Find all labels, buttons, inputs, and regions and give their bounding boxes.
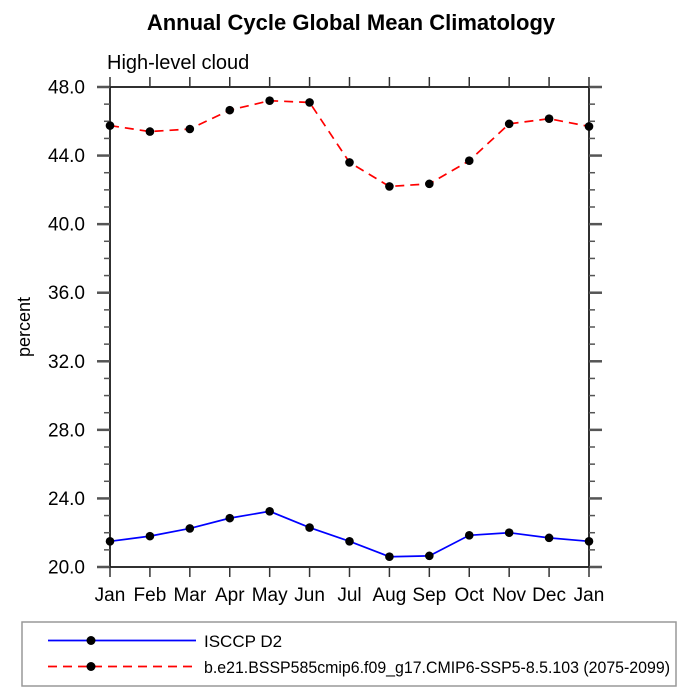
x-tick-label: Jul: [337, 585, 361, 606]
x-tick-label: Jan: [95, 585, 126, 606]
series-marker: [544, 114, 554, 124]
x-tick-label: Nov: [492, 585, 526, 606]
y-tick-label: 28.0: [48, 420, 85, 441]
x-tick-label: Jan: [574, 585, 605, 606]
y-tick-label: 20.0: [48, 558, 85, 579]
series-marker: [105, 536, 115, 546]
y-tick-label: 48.0: [48, 78, 85, 99]
series-marker: [584, 536, 594, 546]
series-marker: [185, 524, 195, 533]
chart-subtitle: High-level cloud: [107, 52, 249, 74]
legend-label-model-run: b.e21.BSSP585cmip6.f09_g17.CMIP6-SSP5-8.…: [204, 658, 670, 677]
series-marker: [145, 531, 155, 541]
legend-samples: [48, 636, 196, 671]
x-tick-label: Aug: [373, 585, 407, 606]
series-marker: [105, 121, 115, 130]
legend-marker: [86, 636, 96, 645]
x-tick-label: May: [252, 585, 288, 606]
series-marker: [345, 536, 354, 546]
series-marker: [504, 528, 514, 538]
legend: ISCCP D2 b.e21.BSSP585cmip6.f09_g17.CMIP…: [21, 621, 677, 687]
series-marker: [464, 156, 474, 166]
y-tick-label: 36.0: [48, 283, 85, 304]
legend-marker: [86, 662, 96, 671]
legend-label-isccp-d2: ISCCP D2: [204, 632, 282, 651]
legend-box: [21, 621, 677, 687]
series-marker: [544, 533, 554, 543]
x-tick-label: Feb: [134, 585, 167, 606]
series-marker: [385, 552, 394, 562]
series-marker: [305, 523, 314, 532]
series-marker: [464, 530, 474, 540]
series-marker: [425, 551, 434, 561]
x-tick-label: Dec: [532, 585, 566, 606]
series-marker: [584, 122, 594, 131]
chart-title: Annual Cycle Global Mean Climatology: [147, 10, 556, 35]
series-marker: [225, 513, 235, 523]
series-marker: [425, 179, 434, 189]
x-tick-label: Jun: [294, 585, 325, 606]
series-line-b-e21-bssp585cmip6-f: [109, 99, 590, 188]
y-tick-label: 24.0: [48, 489, 85, 510]
series-marker: [185, 124, 195, 134]
x-tick-label: Mar: [173, 585, 206, 606]
series-marker: [265, 96, 274, 106]
series-marker: [305, 98, 314, 107]
x-tick-label: Apr: [215, 585, 245, 606]
series-line-isccp-d2: [109, 510, 590, 558]
series-marker: [265, 506, 274, 516]
y-axis-title: percent: [14, 297, 34, 357]
x-tick-label: Sep: [412, 585, 446, 606]
series-marker: [345, 158, 354, 167]
y-tick-label: 32.0: [48, 352, 85, 373]
series-group: [105, 96, 594, 562]
x-tick-label: Oct: [454, 585, 484, 606]
series-marker: [145, 127, 155, 136]
series-marker: [225, 105, 235, 115]
series-marker: [504, 119, 514, 129]
y-tick-label: 40.0: [48, 215, 85, 236]
y-tick-label: 44.0: [48, 146, 85, 167]
axes: 20.0 24.0 28.0 32.0 36.0 40.0 44.0 48.0 Jan Feb Ma…: [48, 77, 604, 606]
series-marker: [385, 182, 394, 191]
